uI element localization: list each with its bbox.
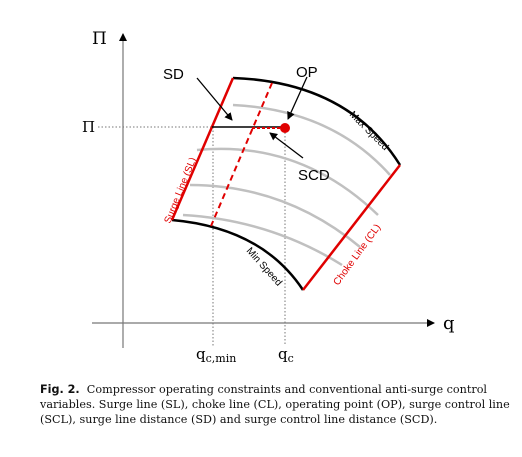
surge-control-line — [210, 82, 273, 227]
max-speed-label: Max Speed — [347, 109, 391, 153]
scd-label: SCD — [298, 167, 330, 184]
min-speed-label: Min Speed — [244, 246, 284, 289]
y-axis-label: Π — [92, 29, 107, 49]
figure-caption: Fig. 2. Compressor operating constraints… — [40, 382, 512, 427]
speed-line — [189, 183, 361, 248]
operating-point — [280, 123, 290, 133]
x-axis-label: q — [443, 313, 455, 334]
speed-line — [196, 147, 379, 216]
min-speed-line — [171, 218, 305, 291]
q-c-label: qc — [278, 345, 294, 365]
max-speed-line — [232, 76, 402, 166]
pi-level-label: Π — [82, 118, 95, 136]
sd-arrow — [196, 77, 233, 121]
q-c-min-label: qc,min — [196, 345, 236, 365]
speed-line — [182, 213, 343, 267]
speed-line — [232, 103, 391, 176]
compressor-map-figure: Π q Π SD OP SCD Max Speed Min Speed Surg… — [82, 29, 455, 365]
op-arrow — [287, 76, 308, 120]
op-label: OP — [296, 64, 318, 81]
surge-line — [170, 77, 235, 221]
scd-arrow — [269, 132, 304, 159]
sd-label: SD — [163, 66, 184, 83]
caption-label: Fig. 2. — [40, 383, 80, 396]
caption-text: Compressor operating constraints and con… — [40, 383, 510, 426]
choke-line — [302, 164, 401, 291]
